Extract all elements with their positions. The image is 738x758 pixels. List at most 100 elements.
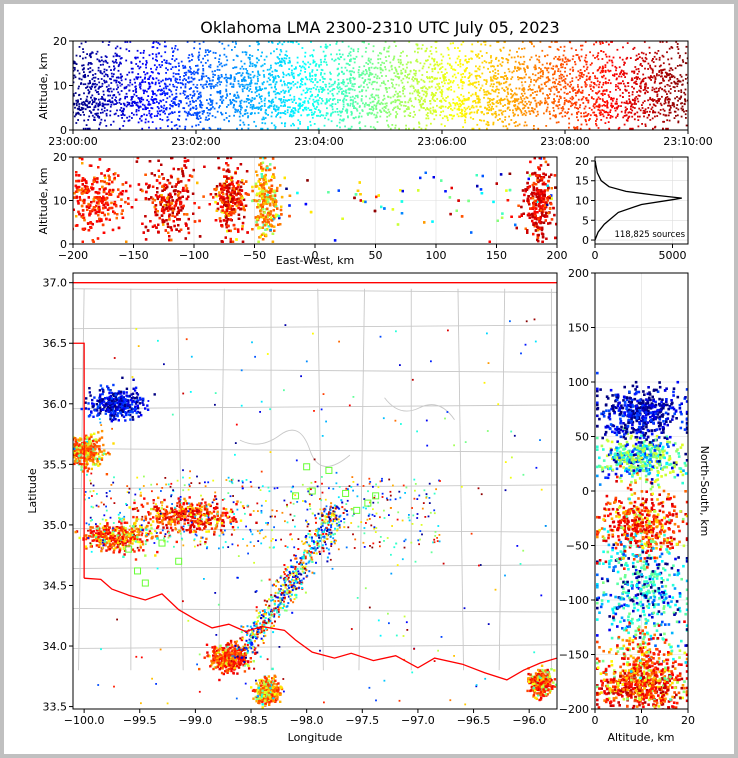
time-altitude-source-point <box>326 100 328 103</box>
time-altitude-source-point <box>153 98 156 100</box>
time-altitude-source-point <box>221 65 224 68</box>
time-altitude-source-point <box>83 67 85 70</box>
time-altitude-source-point <box>538 86 541 89</box>
time-altitude-source-point <box>372 126 375 129</box>
time-altitude-source-point <box>467 60 470 63</box>
time-altitude-source-point <box>567 92 569 95</box>
time-altitude-source-point <box>517 102 520 105</box>
time-altitude-source-point <box>94 99 96 101</box>
time-altitude-source-point <box>593 43 595 46</box>
time-altitude-source-point <box>571 95 574 98</box>
figure: Oklahoma LMA 2300-2310 UTC July 05, 2023… <box>4 4 734 754</box>
time-altitude-source-point <box>615 116 617 119</box>
time-altitude-source-point <box>392 58 395 61</box>
time-altitude-source-point <box>341 91 343 93</box>
time-altitude-source-point <box>184 97 187 99</box>
time-altitude-source-point <box>595 105 598 108</box>
time-altitude-source-point <box>321 98 323 100</box>
time-altitude-source-point <box>312 113 315 116</box>
time-altitude-source-point <box>590 81 593 84</box>
time-altitude-source-point <box>604 53 607 56</box>
time-altitude-source-point <box>391 124 394 126</box>
time-altitude-source-point <box>585 54 588 57</box>
time-altitude-source-point <box>166 92 169 94</box>
time-altitude-source-point <box>267 92 270 95</box>
time-altitude-source-point <box>247 116 249 119</box>
time-altitude-source-point <box>101 85 104 87</box>
time-altitude-source-point <box>211 115 214 117</box>
time-altitude-source-point <box>571 66 574 69</box>
time-altitude-source-point <box>485 123 488 126</box>
time-altitude-source-point <box>373 76 376 78</box>
time-altitude-source-point <box>409 70 412 73</box>
time-altitude-source-point <box>636 58 639 60</box>
time-altitude-source-point <box>532 110 534 113</box>
time-altitude-source-point <box>554 82 556 85</box>
time-altitude-source-point <box>618 82 621 85</box>
time-altitude-source-point <box>199 103 201 106</box>
time-altitude-source-point <box>499 102 502 105</box>
time-altitude-source-point <box>259 105 262 108</box>
time-altitude-source-point <box>198 93 200 95</box>
time-altitude-source-point <box>373 113 376 116</box>
time-altitude-source-point <box>528 76 530 79</box>
time-altitude-source-point <box>397 107 399 110</box>
time-altitude-source-point <box>376 121 379 123</box>
time-altitude-source-point <box>313 101 316 103</box>
time-altitude-source-point <box>316 69 319 71</box>
time-altitude-source-point <box>291 69 293 72</box>
time-altitude-source-point <box>122 110 125 113</box>
time-altitude-source-point <box>365 95 367 98</box>
time-altitude-source-point <box>659 86 662 89</box>
time-altitude-source-point <box>644 112 646 114</box>
time-altitude-source-point <box>636 111 639 114</box>
time-altitude-source-point <box>101 72 104 75</box>
time-altitude-source-point <box>660 72 663 75</box>
time-altitude-source-point <box>540 101 543 104</box>
time-altitude-source-point <box>360 74 363 76</box>
time-altitude-source-point <box>341 41 344 43</box>
time-altitude-source-point <box>673 105 676 108</box>
time-altitude-source-point <box>394 101 397 104</box>
time-altitude-source-point <box>492 70 494 73</box>
time-altitude-source-point <box>538 61 541 64</box>
time-altitude-source-point <box>349 73 352 75</box>
time-altitude-source-point <box>316 81 319 83</box>
time-altitude-source-point <box>155 77 158 80</box>
time-altitude-source-point <box>346 84 348 87</box>
time-altitude-source-point <box>534 74 537 77</box>
time-altitude-source-point <box>471 43 474 46</box>
time-altitude-source-point <box>639 90 642 93</box>
time-altitude-source-point <box>518 123 521 126</box>
time-altitude-source-point <box>235 54 238 57</box>
time-altitude-source-point <box>383 94 385 97</box>
time-altitude-source-point <box>511 90 513 92</box>
time-altitude-source-point <box>477 53 480 56</box>
time-altitude-source-point <box>622 46 624 49</box>
time-altitude-source-point <box>647 68 649 70</box>
time-altitude-source-point <box>377 101 380 103</box>
time-altitude-source-point <box>468 80 471 82</box>
time-altitude-source-point <box>152 42 155 44</box>
time-altitude-source-point <box>149 85 152 88</box>
time-altitude-source-point <box>188 54 191 56</box>
time-altitude-source-point <box>216 91 219 94</box>
time-altitude-source-point <box>101 105 104 108</box>
time-altitude-source-point <box>87 74 89 77</box>
time-altitude-source-point <box>319 110 322 113</box>
time-altitude-source-point <box>495 89 497 91</box>
time-altitude-source-point <box>369 101 372 104</box>
time-altitude-source-point <box>148 86 151 89</box>
time-altitude-source-point <box>683 102 686 105</box>
time-altitude-source-point <box>433 78 436 81</box>
time-altitude-source-point <box>514 60 517 63</box>
time-altitude-source-point <box>138 98 141 100</box>
time-altitude-source-point <box>471 127 474 130</box>
time-altitude-source-point <box>92 101 95 103</box>
time-altitude-source-point <box>302 109 304 111</box>
time-altitude-source-point <box>349 104 352 107</box>
time-altitude-source-point <box>528 110 531 113</box>
time-altitude-source-point <box>431 68 434 70</box>
time-altitude-source-point <box>84 127 87 130</box>
time-altitude-source-point <box>115 88 118 91</box>
